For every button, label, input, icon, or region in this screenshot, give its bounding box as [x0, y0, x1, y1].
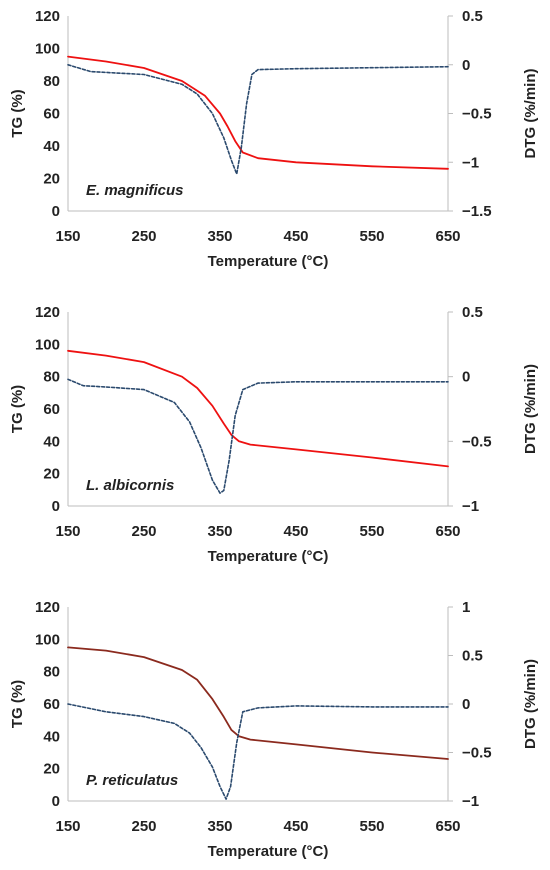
y-tick-label: 20: [43, 466, 60, 483]
x-tick-label: 450: [283, 523, 308, 540]
y-tick-label: 120: [35, 599, 60, 616]
y2-tick-label: −0.5: [462, 433, 492, 450]
y2-axis-title: DTG (%/min): [522, 659, 539, 749]
y-axis-title: TG (%): [9, 385, 26, 433]
x-tick-label: 250: [131, 228, 156, 245]
y-tick-label: 100: [35, 336, 60, 353]
x-tick-label: 450: [283, 818, 308, 835]
y-tick-label: 40: [43, 728, 60, 745]
tg-series-line: [67, 349, 449, 468]
y-tick-label: 80: [43, 664, 60, 681]
dtg-series-line: [67, 703, 449, 800]
y2-axis-title: DTG (%/min): [522, 69, 539, 159]
x-axis-title: Temperature (°C): [208, 843, 329, 860]
y-tick-label: 0: [52, 203, 60, 220]
y-tick-label: 120: [35, 8, 60, 25]
x-axis-title: Temperature (°C): [208, 548, 329, 565]
x-tick-label: 650: [435, 818, 460, 835]
y-tick-label: 0: [52, 498, 60, 515]
y2-tick-label: 1: [462, 599, 470, 616]
y2-tick-label: 0: [462, 369, 470, 386]
y2-tick-label: −0.5: [462, 745, 492, 762]
chart-panel-1: 0 20 40 60 80 100 120 0.5 0 −0.5 −1 −1.5 150 250 350 45…: [9, 8, 539, 270]
x-tick-label: 650: [435, 228, 460, 245]
species-label: L. albicornis: [86, 477, 174, 494]
x-tick-label: 150: [55, 523, 80, 540]
y-tick-label: 120: [35, 304, 60, 321]
dtg-series-line: [67, 378, 449, 494]
y2-tick-label: −0.5: [462, 106, 492, 123]
y-tick-label: 20: [43, 761, 60, 778]
y-tick-label: 40: [43, 138, 60, 155]
x-tick-label: 550: [359, 818, 384, 835]
x-tick-label: 650: [435, 523, 460, 540]
species-label: P. reticulatus: [86, 772, 178, 789]
y2-tick-label: −1: [462, 498, 479, 515]
chart-panel-3: 0 20 40 60 80 100 120 1 0.5 0 −0.5 −1 150 250 350 450 55…: [9, 599, 539, 860]
y2-tick-label: −1: [462, 793, 479, 810]
x-tick-label: 350: [207, 523, 232, 540]
y2-tick-label: 0: [462, 57, 470, 74]
x-tick-label: 350: [207, 228, 232, 245]
y-tick-label: 60: [43, 106, 60, 123]
dtg-series-line: [67, 64, 449, 175]
x-tick-label: 550: [359, 523, 384, 540]
y-tick-label: 60: [43, 401, 60, 418]
y-tick-label: 80: [43, 369, 60, 386]
x-tick-label: 350: [207, 818, 232, 835]
y-tick-label: 60: [43, 696, 60, 713]
chart-panel-2: 0 20 40 60 80 100 120 0.5 0 −0.5 −1 150 250 350 450 550…: [9, 304, 539, 565]
x-axis-title: Temperature (°C): [208, 253, 329, 270]
y2-tick-label: 0.5: [462, 8, 483, 25]
y-tick-label: 80: [43, 73, 60, 90]
y2-axis-title: DTG (%/min): [522, 364, 539, 454]
y2-tick-label: −1.5: [462, 203, 492, 220]
x-tick-label: 150: [55, 818, 80, 835]
y-axis-title: TG (%): [9, 680, 26, 728]
tg-series-line: [67, 55, 449, 170]
y-axis-title: TG (%): [9, 89, 26, 137]
y-tick-label: 100: [35, 631, 60, 648]
x-tick-label: 450: [283, 228, 308, 245]
y-tick-label: 40: [43, 433, 60, 450]
y2-tick-label: 0: [462, 696, 470, 713]
species-label: E. magnificus: [86, 182, 184, 199]
x-tick-label: 250: [131, 818, 156, 835]
tg-series-line: [67, 646, 449, 760]
y2-tick-label: 0.5: [462, 304, 483, 321]
y-tick-label: 20: [43, 171, 60, 188]
y2-tick-label: 0.5: [462, 648, 483, 665]
x-tick-label: 150: [55, 228, 80, 245]
y-tick-label: 0: [52, 793, 60, 810]
y-tick-label: 100: [35, 41, 60, 58]
x-tick-label: 250: [131, 523, 156, 540]
y2-tick-label: −1: [462, 154, 479, 171]
x-tick-label: 550: [359, 228, 384, 245]
